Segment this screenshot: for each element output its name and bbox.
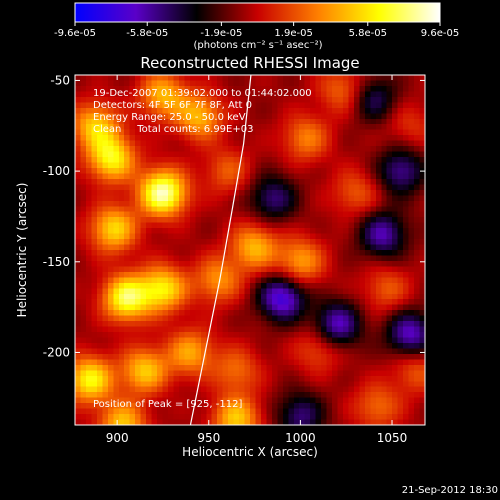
footer-timestamp: 21-Sep-2012 18:30 xyxy=(402,485,498,496)
y-axis-ticks: -50 -100 -150 -200 xyxy=(43,73,425,359)
annotation-detectors: Detectors: 4F 5F 6F 7F 8F, Att 0 xyxy=(93,100,252,111)
annotations: 19-Dec-2007 01:39:02.000 to 01:44:02.000… xyxy=(93,88,312,410)
image-area xyxy=(75,75,425,425)
colorbar-tick-label: -5.8e-05 xyxy=(126,28,168,39)
colorbar-tick-label: 9.6e-05 xyxy=(421,28,459,39)
x-axis-label: Heliocentric X (arcsec) xyxy=(182,445,318,459)
x-axis-ticks: 900 950 1000 1050 xyxy=(106,75,408,445)
peak-position-label: Position of Peak = [925, -112] xyxy=(93,399,242,410)
y-tick-label: -150 xyxy=(43,255,70,269)
heatmap-image xyxy=(75,75,425,425)
colorbar-tick-label: 5.8e-05 xyxy=(349,28,387,39)
chart-title: Reconstructed RHESSI Image xyxy=(140,54,359,72)
colorbar-tick-label: 1.9e-05 xyxy=(274,28,312,39)
annotation-energy-range: Energy Range: 25.0 - 50.0 keV xyxy=(93,112,246,123)
colorbar-ticks: -9.6e-05 -5.8e-05 -1.9e-05 1.9e-05 5.8e-05 9.… xyxy=(54,22,459,39)
colorbar-unit-label: (photons cm⁻² s⁻¹ asec⁻²) xyxy=(193,40,322,51)
y-tick-label: -50 xyxy=(50,73,70,87)
colorbar-tick-label: -9.6e-05 xyxy=(54,28,96,39)
colorbar xyxy=(74,2,441,23)
colorbar-tick-label: -1.9e-05 xyxy=(200,28,242,39)
x-tick-label: 1050 xyxy=(377,431,408,445)
y-axis-label: Heliocentric Y (arcsec) xyxy=(15,183,29,318)
x-tick-label: 900 xyxy=(106,431,129,445)
x-tick-label: 950 xyxy=(197,431,220,445)
solar-limb-line xyxy=(189,75,252,425)
annotation-clean-counts: Clean Total counts: 6.99E+03 xyxy=(93,124,253,135)
annotation-time-range: 19-Dec-2007 01:39:02.000 to 01:44:02.000 xyxy=(93,88,312,99)
y-tick-label: -200 xyxy=(43,345,70,359)
x-tick-label: 1000 xyxy=(285,431,316,445)
plot-frame xyxy=(74,74,426,426)
y-tick-label: -100 xyxy=(43,164,70,178)
